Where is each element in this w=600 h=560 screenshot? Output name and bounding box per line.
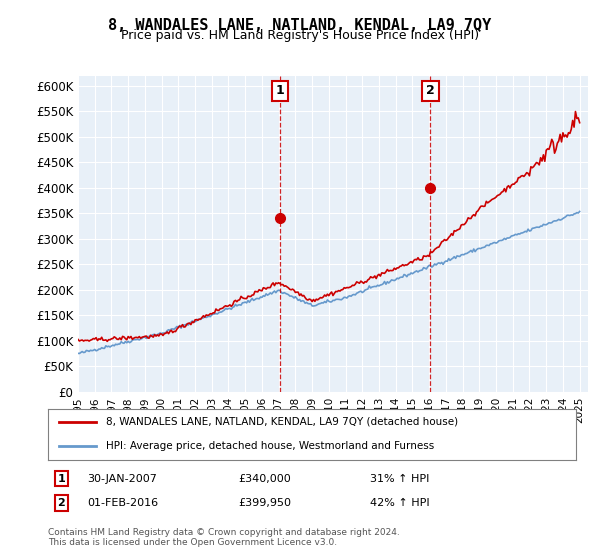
Text: Price paid vs. HM Land Registry's House Price Index (HPI): Price paid vs. HM Land Registry's House … (121, 29, 479, 42)
Text: 2: 2 (58, 498, 65, 508)
Text: 01-FEB-2016: 01-FEB-2016 (88, 498, 159, 508)
Text: 2: 2 (426, 85, 435, 97)
Text: 42% ↑ HPI: 42% ↑ HPI (370, 498, 430, 508)
Text: Contains HM Land Registry data © Crown copyright and database right 2024.
This d: Contains HM Land Registry data © Crown c… (48, 528, 400, 547)
Text: 1: 1 (58, 474, 65, 484)
Text: 30-JAN-2007: 30-JAN-2007 (88, 474, 157, 484)
Text: 1: 1 (275, 85, 284, 97)
Text: 8, WANDALES LANE, NATLAND, KENDAL, LA9 7QY: 8, WANDALES LANE, NATLAND, KENDAL, LA9 7… (109, 18, 491, 33)
Text: £399,950: £399,950 (238, 498, 291, 508)
Text: 8, WANDALES LANE, NATLAND, KENDAL, LA9 7QY (detached house): 8, WANDALES LANE, NATLAND, KENDAL, LA9 7… (106, 417, 458, 427)
Text: 31% ↑ HPI: 31% ↑ HPI (370, 474, 430, 484)
Text: HPI: Average price, detached house, Westmorland and Furness: HPI: Average price, detached house, West… (106, 441, 434, 451)
Text: £340,000: £340,000 (238, 474, 291, 484)
